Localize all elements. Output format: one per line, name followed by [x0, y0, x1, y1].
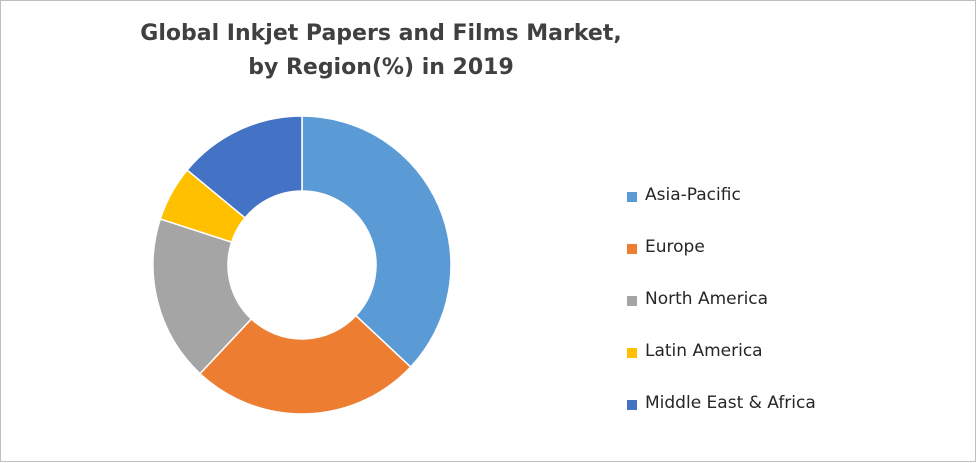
- donut-slice-north-america: [152, 218, 253, 375]
- legend-label: Asia-Pacific: [645, 185, 741, 205]
- donut-slices: [152, 115, 452, 415]
- legend-swatch: [627, 400, 637, 410]
- donut-slice-asia-pacific: [301, 115, 452, 369]
- legend-label: Middle East & Africa: [645, 393, 816, 413]
- legend-label: North America: [645, 289, 769, 309]
- donut-slice-middle-east-africa: [186, 115, 303, 219]
- legend-label: Latin America: [645, 341, 763, 361]
- legend-swatch: [627, 192, 637, 202]
- chart-title-line-2: by Region(%) in 2019: [248, 55, 514, 80]
- chart-title: Global Inkjet Papers and Films Market, b…: [61, 17, 701, 85]
- legend-swatch: [627, 348, 637, 358]
- donut-slice-europe: [198, 314, 412, 415]
- chart-title-line-1: Global Inkjet Papers and Films Market,: [140, 21, 622, 46]
- legend-swatch: [627, 244, 637, 254]
- legend-swatch: [627, 296, 637, 306]
- legend-label: Europe: [645, 237, 705, 257]
